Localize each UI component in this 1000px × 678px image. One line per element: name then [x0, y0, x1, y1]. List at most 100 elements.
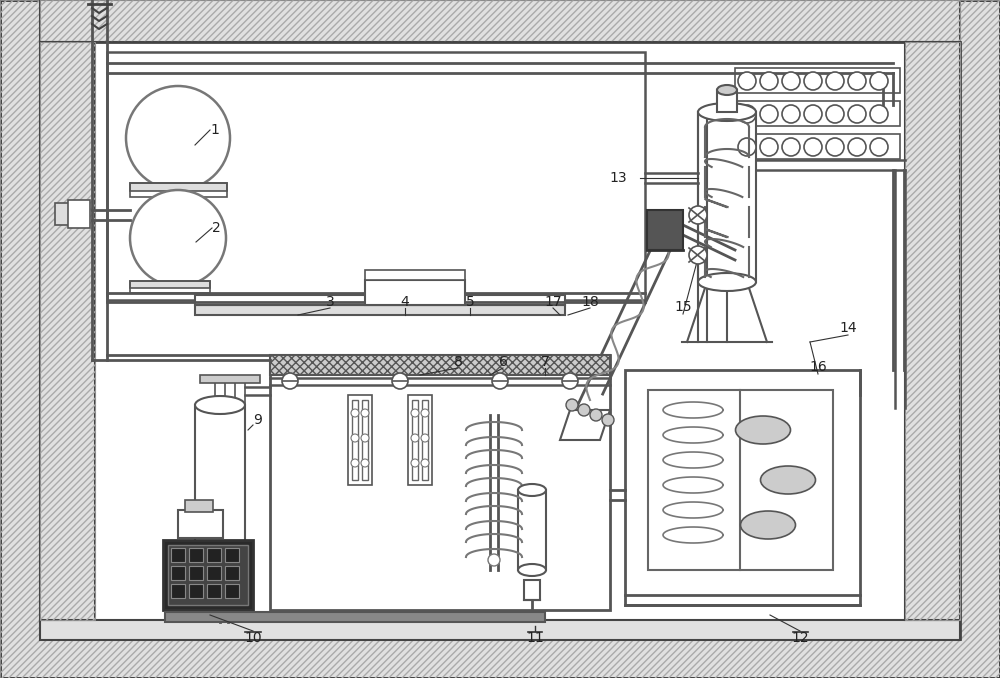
Bar — [362, 400, 368, 480]
Bar — [202, 550, 238, 565]
Bar — [518, 490, 546, 570]
Bar — [207, 584, 221, 598]
Bar — [185, 500, 213, 512]
Ellipse shape — [736, 416, 790, 444]
Bar — [270, 355, 610, 610]
Bar — [412, 400, 418, 480]
Bar — [735, 68, 900, 93]
Circle shape — [602, 414, 614, 426]
Circle shape — [566, 399, 578, 411]
Bar — [171, 584, 185, 598]
Circle shape — [351, 459, 359, 467]
Bar — [270, 355, 610, 375]
Bar — [40, 42, 95, 620]
Circle shape — [392, 373, 408, 389]
Bar — [40, 620, 960, 640]
Text: 16: 16 — [809, 360, 827, 374]
Circle shape — [282, 373, 298, 389]
Circle shape — [782, 105, 800, 123]
Bar — [735, 101, 900, 126]
Bar — [40, 42, 95, 620]
Circle shape — [689, 206, 707, 224]
Text: 5: 5 — [466, 295, 474, 309]
Text: 8: 8 — [454, 355, 462, 369]
Bar — [189, 584, 203, 598]
Bar — [625, 370, 860, 605]
Ellipse shape — [698, 103, 756, 121]
Circle shape — [826, 105, 844, 123]
Circle shape — [421, 459, 429, 467]
Text: 1: 1 — [210, 123, 219, 137]
Text: 18: 18 — [581, 295, 599, 309]
Bar — [717, 90, 737, 112]
Bar — [524, 580, 540, 600]
Circle shape — [126, 86, 230, 190]
Bar — [171, 548, 185, 562]
Circle shape — [421, 409, 429, 417]
Text: 2: 2 — [212, 221, 221, 235]
Bar — [178, 510, 223, 538]
Bar — [647, 210, 683, 250]
Ellipse shape — [740, 511, 796, 539]
Circle shape — [411, 459, 419, 467]
Bar — [235, 380, 245, 405]
Ellipse shape — [518, 564, 546, 576]
Text: 12: 12 — [791, 631, 809, 645]
Bar — [365, 280, 465, 305]
Bar — [207, 548, 221, 562]
Bar — [422, 400, 428, 480]
Text: 9: 9 — [253, 413, 262, 427]
Circle shape — [804, 105, 822, 123]
Text: 6: 6 — [499, 355, 507, 369]
Bar — [40, 0, 960, 42]
Circle shape — [421, 434, 429, 442]
Bar — [698, 112, 756, 282]
Bar — [195, 305, 565, 315]
Text: 3: 3 — [326, 295, 334, 309]
Ellipse shape — [698, 273, 756, 291]
Circle shape — [411, 409, 419, 417]
Circle shape — [870, 72, 888, 90]
Circle shape — [361, 459, 369, 467]
Bar — [165, 612, 545, 622]
Circle shape — [738, 72, 756, 90]
Bar — [648, 390, 833, 570]
Circle shape — [782, 72, 800, 90]
Ellipse shape — [761, 466, 816, 494]
Ellipse shape — [195, 396, 245, 414]
Text: 7: 7 — [541, 355, 549, 369]
Bar — [225, 566, 239, 580]
Circle shape — [870, 105, 888, 123]
Bar — [68, 200, 90, 228]
Circle shape — [562, 373, 578, 389]
Text: 17: 17 — [544, 295, 562, 309]
Ellipse shape — [717, 85, 737, 95]
Circle shape — [361, 434, 369, 442]
Text: 14: 14 — [839, 321, 857, 335]
Bar — [735, 134, 900, 159]
Circle shape — [760, 105, 778, 123]
Bar — [195, 295, 565, 305]
Bar — [189, 566, 203, 580]
Circle shape — [760, 72, 778, 90]
Text: 4: 4 — [401, 295, 409, 309]
Circle shape — [738, 138, 756, 156]
Bar — [207, 566, 221, 580]
Circle shape — [590, 409, 602, 421]
Bar — [225, 584, 239, 598]
Circle shape — [351, 434, 359, 442]
Circle shape — [361, 409, 369, 417]
Circle shape — [804, 72, 822, 90]
Circle shape — [826, 72, 844, 90]
Circle shape — [760, 138, 778, 156]
Text: 15: 15 — [674, 300, 692, 314]
Bar — [130, 281, 210, 288]
Circle shape — [492, 373, 508, 389]
Circle shape — [411, 434, 419, 442]
Text: 10: 10 — [244, 631, 262, 645]
Bar — [163, 540, 253, 610]
Bar — [408, 395, 432, 485]
Circle shape — [804, 138, 822, 156]
Circle shape — [689, 246, 707, 264]
Bar — [365, 270, 465, 280]
